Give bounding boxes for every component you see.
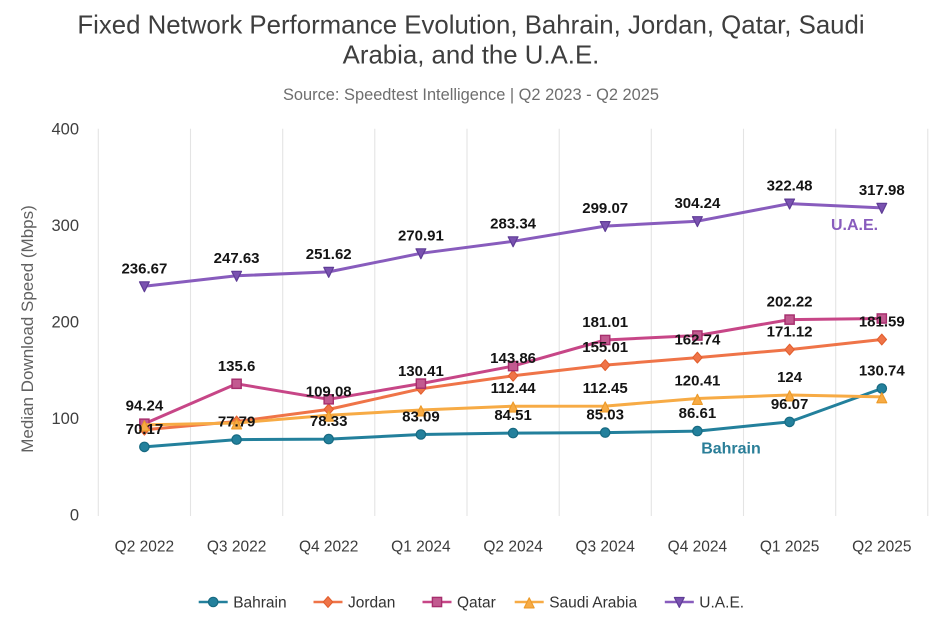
svg-text:Bahrain: Bahrain bbox=[233, 595, 286, 612]
svg-text:130.41: 130.41 bbox=[398, 363, 444, 380]
svg-text:0: 0 bbox=[70, 507, 79, 525]
svg-text:83.09: 83.09 bbox=[402, 409, 440, 426]
svg-text:400: 400 bbox=[51, 121, 79, 139]
svg-text:162.74: 162.74 bbox=[674, 332, 721, 349]
svg-text:Median Download Speed (Mbps): Median Download Speed (Mbps) bbox=[18, 205, 37, 453]
svg-text:202.22: 202.22 bbox=[767, 294, 813, 311]
svg-text:251.62: 251.62 bbox=[306, 246, 352, 263]
svg-text:299.07: 299.07 bbox=[582, 200, 628, 217]
svg-text:181.59: 181.59 bbox=[859, 314, 905, 331]
svg-text:U.A.E.: U.A.E. bbox=[831, 217, 878, 234]
svg-text:135.6: 135.6 bbox=[218, 358, 256, 375]
svg-text:155.01: 155.01 bbox=[582, 339, 628, 356]
svg-text:84.51: 84.51 bbox=[494, 407, 532, 424]
svg-text:112.44: 112.44 bbox=[491, 380, 537, 397]
svg-text:322.48: 322.48 bbox=[767, 178, 813, 195]
svg-text:Bahrain: Bahrain bbox=[701, 441, 761, 458]
svg-text:Q1 2025: Q1 2025 bbox=[760, 539, 819, 556]
svg-text:109.08: 109.08 bbox=[306, 383, 352, 400]
svg-text:Qatar: Qatar bbox=[457, 595, 496, 612]
svg-text:143.86: 143.86 bbox=[490, 350, 536, 367]
svg-text:Fixed Network Performance Evol: Fixed Network Performance Evolution, Bah… bbox=[77, 12, 864, 40]
svg-text:300: 300 bbox=[51, 217, 79, 235]
svg-text:270.91: 270.91 bbox=[398, 227, 444, 244]
svg-text:Q4 2022: Q4 2022 bbox=[299, 539, 358, 556]
svg-text:283.34: 283.34 bbox=[490, 215, 537, 232]
svg-text:Saudi Arabia: Saudi Arabia bbox=[549, 595, 637, 612]
svg-text:100: 100 bbox=[51, 410, 79, 428]
svg-text:Source: Speedtest Intelligence: Source: Speedtest Intelligence | Q2 2023… bbox=[283, 86, 659, 104]
svg-text:112.45: 112.45 bbox=[583, 380, 628, 397]
svg-text:70.17: 70.17 bbox=[126, 421, 164, 438]
svg-text:171.12: 171.12 bbox=[767, 324, 813, 341]
svg-text:247.63: 247.63 bbox=[214, 250, 260, 267]
svg-text:304.24: 304.24 bbox=[674, 195, 721, 212]
svg-text:86.61: 86.61 bbox=[679, 405, 717, 422]
svg-text:120.41: 120.41 bbox=[674, 373, 720, 390]
svg-text:85.03: 85.03 bbox=[586, 407, 624, 424]
svg-text:200: 200 bbox=[51, 314, 79, 332]
svg-text:78.33: 78.33 bbox=[310, 413, 348, 430]
svg-text:Q3 2022: Q3 2022 bbox=[207, 539, 266, 556]
svg-text:96.07: 96.07 bbox=[771, 396, 809, 413]
svg-text:236.67: 236.67 bbox=[121, 260, 167, 277]
svg-text:Q2 2022: Q2 2022 bbox=[115, 539, 174, 556]
svg-text:Q2 2024: Q2 2024 bbox=[483, 539, 543, 556]
svg-text:Q1 2024: Q1 2024 bbox=[391, 539, 451, 556]
svg-text:Q4 2024: Q4 2024 bbox=[668, 539, 728, 556]
svg-text:317.98: 317.98 bbox=[859, 182, 905, 199]
svg-text:130.74: 130.74 bbox=[859, 363, 906, 380]
svg-text:124: 124 bbox=[777, 369, 803, 386]
svg-text:Arabia, and the U.A.E.: Arabia, and the U.A.E. bbox=[343, 42, 600, 70]
svg-text:Q3 2024: Q3 2024 bbox=[575, 539, 635, 556]
svg-text:Jordan: Jordan bbox=[348, 595, 395, 612]
svg-text:U.A.E.: U.A.E. bbox=[699, 595, 744, 612]
svg-text:94.24: 94.24 bbox=[126, 398, 164, 415]
svg-text:Q2 2025: Q2 2025 bbox=[852, 539, 911, 556]
svg-text:181.01: 181.01 bbox=[582, 314, 628, 331]
svg-text:77.79: 77.79 bbox=[218, 414, 256, 431]
